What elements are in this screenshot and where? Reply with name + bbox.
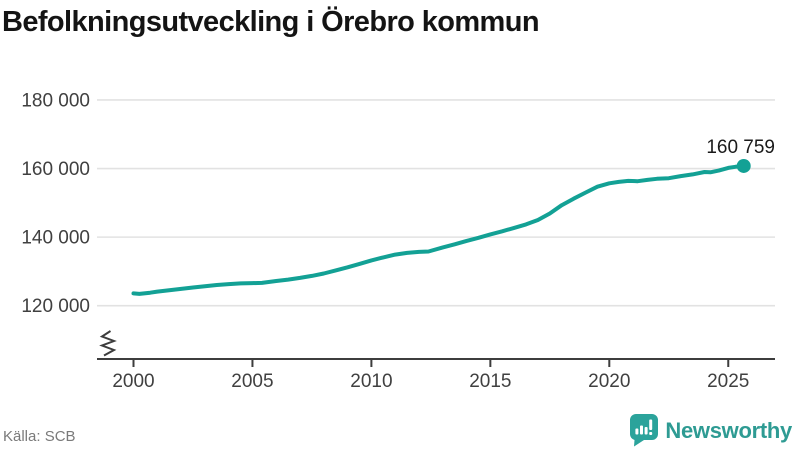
axis-break-icon — [99, 330, 117, 357]
y-tick-label: 120 000 — [21, 296, 90, 317]
page-title: Befolkningsutveckling i Örebro kommun — [2, 6, 540, 38]
newsworthy-logo: Newsworthy — [630, 414, 792, 447]
y-tick-label: 180 000 — [21, 90, 90, 111]
latest-point-marker — [736, 158, 751, 173]
x-tick-label: 2020 — [588, 371, 630, 392]
latest-value-label: 160 759 — [706, 137, 775, 158]
x-tick-label: 2010 — [350, 371, 392, 392]
population-line — [131, 164, 746, 296]
newsworthy-chart-bubble-icon — [630, 414, 659, 447]
x-tick-label: 2000 — [112, 371, 154, 392]
x-tick-label: 2025 — [707, 371, 749, 392]
source-label: Källa: SCB — [3, 428, 76, 445]
newsworthy-wordmark: Newsworthy — [665, 417, 792, 443]
y-tick-label: 160 000 — [21, 159, 90, 180]
x-tick-label: 2005 — [231, 371, 273, 392]
y-tick-label: 140 000 — [21, 228, 90, 249]
x-tick-label: 2015 — [469, 371, 511, 392]
